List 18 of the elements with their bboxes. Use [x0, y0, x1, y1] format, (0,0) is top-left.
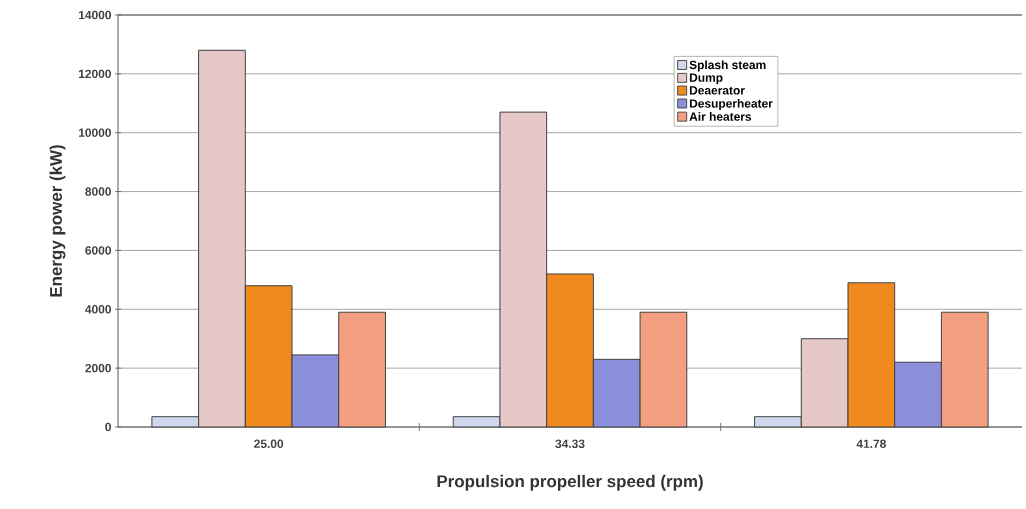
- y-tick-label: 0: [105, 422, 111, 432]
- x-tick-label: 34.33: [555, 439, 585, 449]
- y-axis-title: Energy power (kW): [49, 145, 66, 297]
- legend-label: Deaerator: [689, 86, 745, 95]
- x-tick-label: 41.78: [856, 439, 886, 448]
- y-tick-label: 14000: [78, 10, 111, 20]
- y-tick-label: 2000: [85, 363, 111, 373]
- legend-label: Air heaters: [689, 112, 752, 121]
- x-tick-label: 25.00: [254, 439, 284, 448]
- legend-label: Dump: [689, 73, 723, 85]
- y-tick-label: 12000: [78, 69, 111, 79]
- y-tick-label: 10000: [78, 128, 111, 137]
- legend-label: Splash steam: [689, 60, 766, 72]
- legend-label: Desuperheater: [689, 98, 773, 111]
- y-tick-label: 4000: [85, 305, 111, 314]
- x-axis-title: Propulsion propeller speed (rpm): [437, 474, 703, 491]
- y-tick-label: 8000: [85, 187, 111, 196]
- y-tick-label: 6000: [85, 246, 111, 255]
